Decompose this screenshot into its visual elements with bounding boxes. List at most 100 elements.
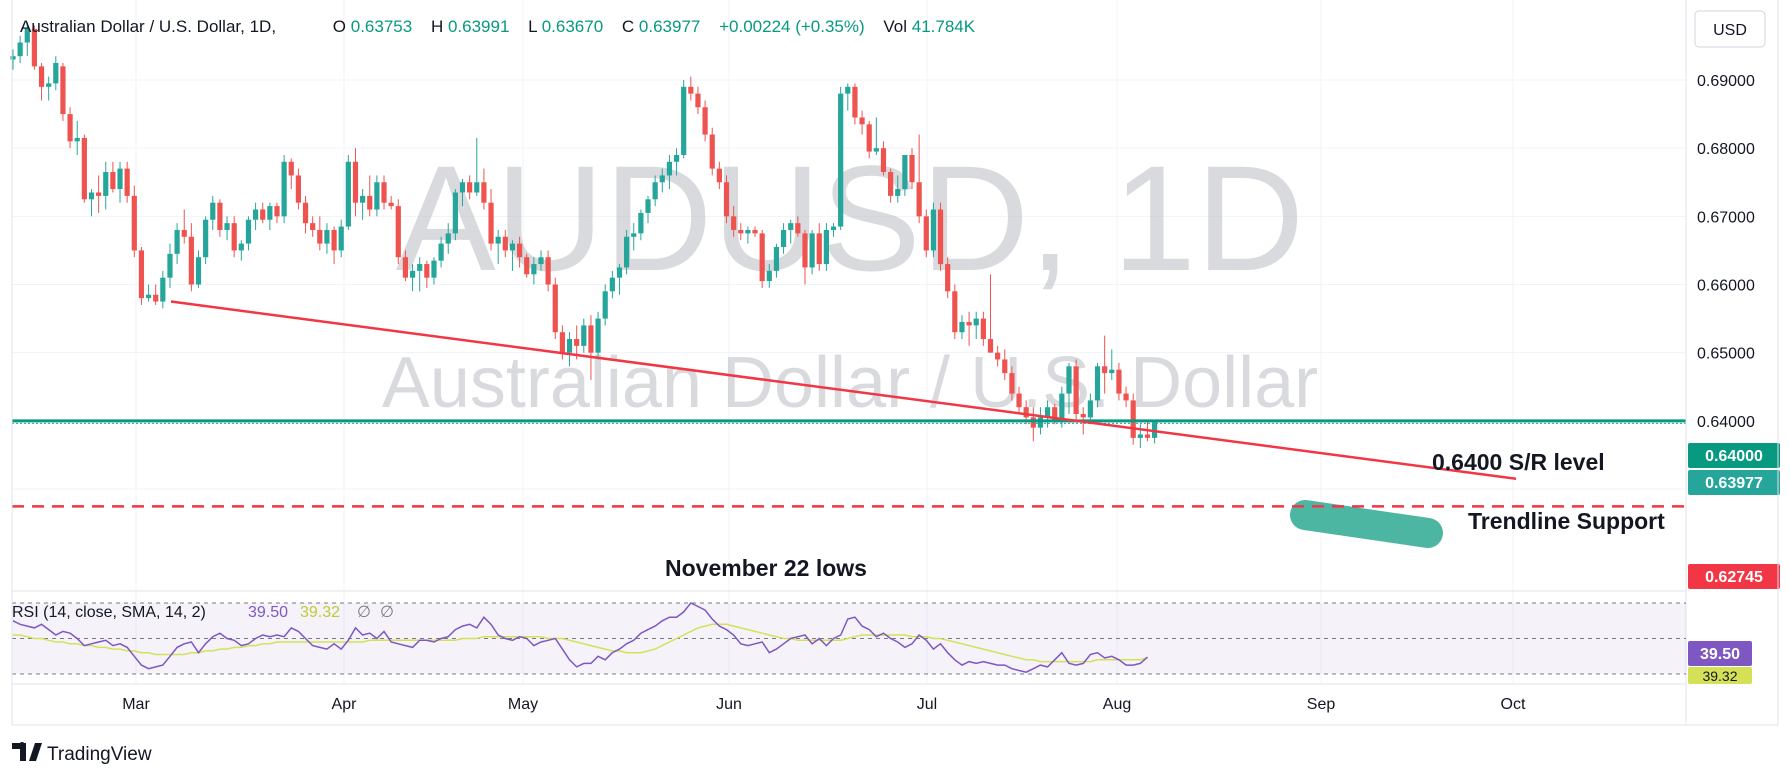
time-tick-label: Jul	[917, 696, 937, 713]
candle-up	[609, 277, 615, 292]
candle-down	[723, 182, 730, 217]
high-value: 0.63991	[448, 17, 509, 36]
currency-button-label[interactable]: USD	[1713, 22, 1747, 39]
candle-down	[488, 202, 494, 244]
trendline	[170, 300, 1517, 481]
candle-up	[681, 86, 687, 155]
time-tick-label: May	[508, 696, 538, 713]
candle-down	[1052, 407, 1058, 421]
price-tick-label: 0.67000	[1697, 209, 1755, 226]
tradingview-logo-icon[interactable]	[12, 741, 42, 761]
candle-up	[24, 28, 30, 43]
candle-up	[103, 172, 109, 196]
candle-down	[60, 66, 66, 115]
sr-level-annotation: 0.6400 S/R level	[1432, 449, 1605, 475]
candle-down	[310, 223, 316, 230]
candle-up	[267, 206, 273, 220]
candle-up	[417, 264, 423, 271]
candle-down	[816, 233, 822, 265]
candle-down	[1016, 393, 1022, 408]
close-label: C	[622, 17, 634, 36]
candle-down	[395, 206, 401, 258]
candle-up	[602, 291, 608, 319]
open-value: 0.63753	[351, 17, 412, 36]
candle-down	[502, 236, 508, 251]
time-tick-label: Mar	[122, 696, 150, 713]
candle-down	[302, 202, 309, 224]
candle-up	[1037, 417, 1044, 428]
candle-up	[509, 243, 516, 251]
candle-down	[1130, 400, 1136, 438]
candle-up	[930, 209, 937, 251]
candle-up	[445, 233, 451, 244]
candle-down	[738, 229, 744, 234]
candle-down	[288, 161, 294, 176]
price-tick-label: 0.68000	[1697, 141, 1755, 158]
candle-down	[38, 66, 45, 87]
candle-up	[902, 154, 908, 190]
rsi-line	[12, 602, 1148, 673]
candle-up	[1109, 369, 1115, 374]
price-tag-level-text: 0.64000	[1705, 448, 1763, 465]
candle-up	[203, 219, 209, 258]
candle-down	[96, 192, 102, 196]
candle-up	[160, 277, 166, 302]
candle-up	[88, 192, 95, 200]
rsi-sma-line	[13, 623, 1148, 663]
tradingview-logo[interactable]: TradingView	[12, 741, 152, 765]
candle-down	[110, 172, 116, 190]
candle-down	[937, 209, 944, 265]
candle-up	[438, 243, 444, 261]
candle-down	[81, 137, 87, 200]
candle-down	[1073, 366, 1079, 415]
candle-down	[552, 284, 558, 333]
tradingview-logo-text[interactable]: TradingView	[47, 744, 152, 765]
levels	[12, 300, 1686, 508]
candle-up	[374, 182, 380, 210]
low-label: L	[528, 17, 537, 36]
candle-up	[145, 294, 152, 299]
close-value: 0.63977	[639, 17, 700, 36]
candle-down	[124, 168, 130, 196]
rsi-tag-sma-text: 39.32	[1702, 668, 1737, 684]
candle-down	[295, 175, 301, 203]
price-tag-nov-lows-text: 0.62745	[1705, 569, 1763, 586]
candle-up	[745, 229, 751, 234]
candle-down	[516, 243, 523, 258]
candle-down	[317, 229, 323, 244]
candle-down	[524, 257, 530, 275]
candle-up	[616, 267, 623, 278]
candle-down	[1102, 366, 1108, 374]
time-tick-label: Apr	[332, 696, 358, 713]
rsi-extra2: ∅	[380, 604, 394, 621]
rsi-value-legend: 39.50	[248, 604, 288, 621]
candle-down	[574, 339, 580, 346]
rsi-tag-value-bg	[1688, 641, 1752, 666]
candle-down	[367, 195, 373, 210]
candle-down	[923, 216, 929, 251]
rsi-sma-value-legend: 39.32	[300, 604, 340, 621]
candle-down	[217, 202, 223, 230]
candle-down	[559, 332, 565, 353]
time-tick-label: Sep	[1307, 696, 1336, 713]
currency-button[interactable]: USD	[1694, 10, 1766, 48]
rsi-extra1: ∅	[357, 604, 371, 621]
candle-down	[1002, 359, 1008, 374]
candle-up	[345, 161, 351, 227]
price-tag-nov-lows-bg	[1688, 564, 1780, 589]
candle-down	[987, 339, 994, 353]
trendline-annotation: Trendline Support	[1468, 508, 1665, 534]
candle-up	[766, 270, 772, 282]
candle-up	[210, 202, 216, 220]
candle-down	[702, 107, 708, 135]
candle-up	[281, 161, 287, 217]
rsi-tag-value: 39.50	[1688, 641, 1752, 666]
currency-button-frame[interactable]	[1694, 10, 1766, 48]
price-tag-level-bg	[1688, 443, 1780, 468]
candle-up	[873, 148, 879, 152]
candle-up	[17, 42, 23, 57]
price-tag-level: 0.64000	[1688, 443, 1780, 468]
candle-up	[845, 86, 851, 94]
time-axis: Mar Apr May Jun Jul Aug Sep Oct	[122, 696, 1526, 713]
